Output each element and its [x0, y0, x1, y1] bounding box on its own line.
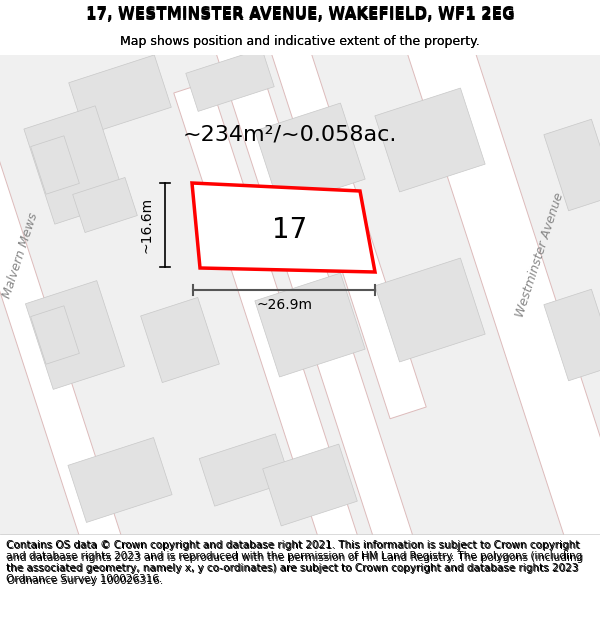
Polygon shape — [186, 49, 274, 111]
Polygon shape — [403, 19, 600, 571]
Polygon shape — [25, 281, 125, 389]
Polygon shape — [263, 444, 358, 526]
Text: Contains OS data © Crown copyright and database right 2021. This information is : Contains OS data © Crown copyright and d… — [6, 539, 582, 584]
Polygon shape — [69, 55, 171, 135]
Text: 17, WESTMINSTER AVENUE, WAKEFIELD, WF1 2EG: 17, WESTMINSTER AVENUE, WAKEFIELD, WF1 2… — [86, 6, 514, 21]
Text: Malvern Mews: Malvern Mews — [0, 211, 40, 299]
Text: Map shows position and indicative extent of the property.: Map shows position and indicative extent… — [120, 35, 480, 48]
Text: Contains OS data © Crown copyright and database right 2021. This information is : Contains OS data © Crown copyright and d… — [7, 541, 583, 586]
Polygon shape — [174, 0, 426, 589]
Polygon shape — [31, 306, 79, 364]
Polygon shape — [73, 177, 137, 232]
Polygon shape — [544, 289, 600, 381]
Polygon shape — [31, 136, 79, 194]
Text: 17, WESTMINSTER AVENUE, WAKEFIELD, WF1 2EG: 17, WESTMINSTER AVENUE, WAKEFIELD, WF1 2… — [86, 8, 514, 23]
Polygon shape — [174, 81, 426, 625]
Polygon shape — [24, 106, 126, 224]
Polygon shape — [199, 434, 291, 506]
Text: Westminster Avenue: Westminster Avenue — [514, 191, 566, 319]
Text: Map shows position and indicative extent of the property.: Map shows position and indicative extent… — [120, 35, 480, 48]
Polygon shape — [0, 4, 134, 586]
Text: ~26.9m: ~26.9m — [256, 298, 312, 312]
Polygon shape — [255, 273, 365, 377]
Polygon shape — [192, 183, 375, 272]
Polygon shape — [68, 438, 172, 522]
Polygon shape — [174, 0, 426, 419]
Polygon shape — [255, 103, 365, 207]
Text: 17: 17 — [272, 216, 308, 244]
Text: ~16.6m: ~16.6m — [140, 197, 154, 253]
Polygon shape — [544, 119, 600, 211]
Polygon shape — [140, 298, 220, 382]
Polygon shape — [375, 88, 485, 192]
Polygon shape — [375, 258, 485, 362]
Text: ~234m²/~0.058ac.: ~234m²/~0.058ac. — [183, 125, 397, 145]
